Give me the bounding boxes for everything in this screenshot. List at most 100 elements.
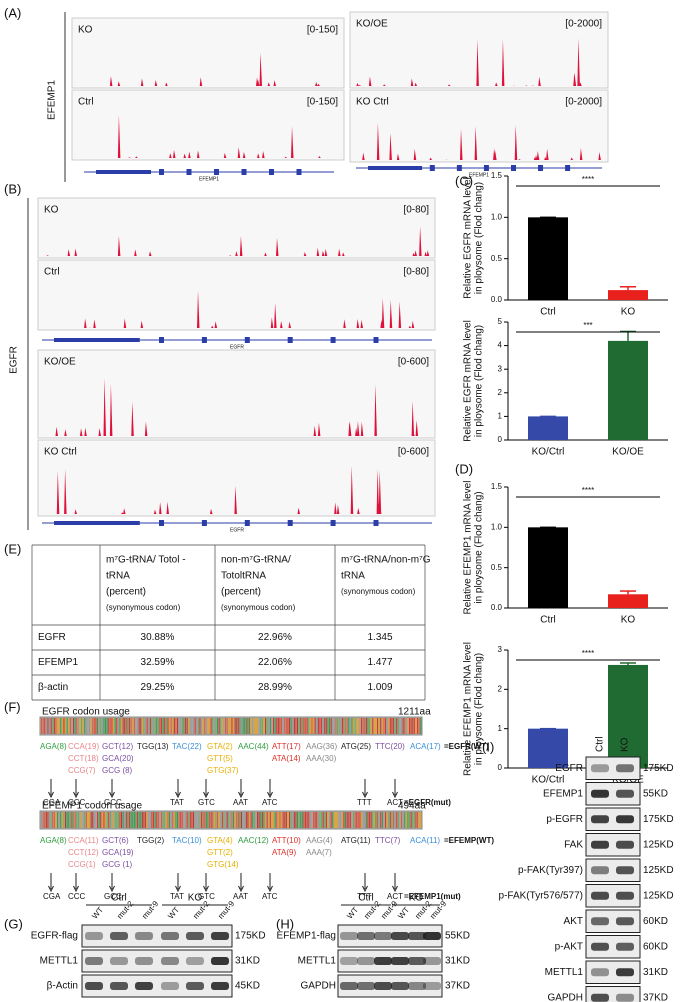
blot-frame bbox=[81, 974, 233, 998]
codon-stripe bbox=[381, 718, 383, 734]
gene-label: EFEMP1 bbox=[199, 176, 219, 182]
exon bbox=[244, 337, 250, 343]
codon-stripe bbox=[117, 812, 119, 828]
codon-title: EGFR codon usage bbox=[42, 707, 130, 718]
codon-stripe bbox=[95, 718, 97, 734]
lane-label: WT bbox=[345, 905, 360, 920]
exon bbox=[373, 337, 379, 343]
codon-stripe bbox=[305, 812, 307, 828]
band bbox=[616, 993, 634, 1002]
codon-stripe bbox=[348, 718, 350, 734]
exon bbox=[483, 165, 489, 171]
codon-stripe bbox=[44, 718, 46, 734]
track-frame bbox=[71, 89, 345, 161]
codon-token: AGA(8) bbox=[40, 742, 67, 751]
codon-token: AAA(7) bbox=[306, 848, 332, 857]
codon-stripe bbox=[277, 718, 279, 734]
codon-stripe bbox=[82, 812, 84, 828]
arrow-head bbox=[109, 885, 115, 893]
exon bbox=[159, 169, 164, 175]
codon-stripe bbox=[186, 812, 188, 828]
x-tick-label: KO/OE bbox=[612, 775, 644, 786]
codon-token: GCT(12) bbox=[102, 742, 133, 751]
codon-stripe bbox=[375, 812, 377, 828]
codon-stripe bbox=[229, 718, 231, 734]
y-tick-label: 5 bbox=[498, 317, 503, 326]
codon-stripe bbox=[249, 812, 251, 828]
codon-stripe bbox=[114, 718, 116, 734]
codon-stripe bbox=[329, 718, 331, 734]
blot-size: 60KD bbox=[643, 916, 668, 927]
codon-stripe bbox=[364, 718, 366, 734]
bar bbox=[528, 728, 568, 768]
codon-stripe bbox=[337, 718, 339, 734]
codon-stripe bbox=[121, 718, 123, 734]
track-frame bbox=[37, 439, 436, 517]
codon-stripe bbox=[164, 718, 166, 734]
x-tick-label: Ctrl bbox=[540, 307, 556, 318]
codon-stripe bbox=[316, 812, 318, 828]
codon-stripe bbox=[250, 718, 252, 734]
codon-stripe bbox=[373, 718, 375, 734]
codon-stripe bbox=[265, 812, 267, 828]
blot-row-label: β-Actin bbox=[47, 981, 78, 992]
codon-stripe bbox=[383, 812, 385, 828]
codon-stripe bbox=[210, 718, 212, 734]
band bbox=[591, 789, 609, 798]
codon-stripe bbox=[119, 718, 121, 734]
codon-stripe bbox=[42, 718, 44, 734]
codon-stripe bbox=[177, 812, 179, 828]
codon-stripe bbox=[410, 718, 412, 734]
gene-name: EGFR bbox=[9, 346, 20, 374]
table-header: (synonymous codon) bbox=[341, 587, 416, 596]
exon bbox=[287, 337, 293, 343]
codon-stripe bbox=[370, 812, 372, 828]
track-range: [0-600] bbox=[398, 447, 429, 458]
track-range: [0-2000] bbox=[565, 19, 602, 30]
y-tick-label: 0.0 bbox=[491, 603, 503, 612]
codon-stripe bbox=[212, 812, 214, 828]
codon-stripe bbox=[308, 718, 310, 734]
band bbox=[616, 764, 634, 773]
band bbox=[616, 917, 634, 926]
codon-stripe bbox=[183, 812, 185, 828]
band bbox=[591, 891, 609, 900]
codon-stripe bbox=[261, 812, 263, 828]
band bbox=[161, 957, 179, 965]
codon-stripe bbox=[365, 812, 367, 828]
codon-stripe bbox=[372, 718, 374, 734]
blot-row-label: p-EGFR bbox=[546, 814, 583, 825]
codon-stripe bbox=[377, 812, 379, 828]
band bbox=[391, 957, 409, 965]
bar bbox=[608, 290, 648, 300]
codon-stripe bbox=[349, 812, 351, 828]
codon-token: ACA(17) bbox=[410, 742, 441, 751]
codon-token: TTC(20) bbox=[375, 742, 405, 751]
codon-stripe bbox=[325, 812, 327, 828]
codon-stripe bbox=[175, 812, 177, 828]
codon-stripe bbox=[156, 718, 158, 734]
codon-stripe bbox=[356, 812, 358, 828]
panel-label: (B) bbox=[4, 181, 21, 196]
codon-stripe bbox=[314, 718, 316, 734]
codon-stripe bbox=[274, 718, 276, 734]
codon-stripe bbox=[185, 718, 187, 734]
band bbox=[186, 957, 204, 965]
arrow-head bbox=[48, 791, 54, 799]
codon-token: GCG (1) bbox=[102, 860, 133, 869]
codon-stripe bbox=[381, 812, 383, 828]
blot-row-label: METTL1 bbox=[40, 956, 79, 967]
codon-stripe bbox=[130, 812, 132, 828]
band bbox=[186, 982, 204, 990]
track-range: [0-2000] bbox=[565, 97, 602, 108]
codon-stripe bbox=[225, 812, 227, 828]
table-cell: 22.06% bbox=[258, 657, 292, 668]
codon-stripe bbox=[209, 812, 211, 828]
codon-stripe bbox=[191, 812, 193, 828]
codon-stripe bbox=[127, 718, 129, 734]
codon-stripe bbox=[221, 812, 223, 828]
codon-stripe bbox=[396, 812, 398, 828]
codon-stripe bbox=[391, 718, 393, 734]
codon-stripe bbox=[249, 718, 251, 734]
